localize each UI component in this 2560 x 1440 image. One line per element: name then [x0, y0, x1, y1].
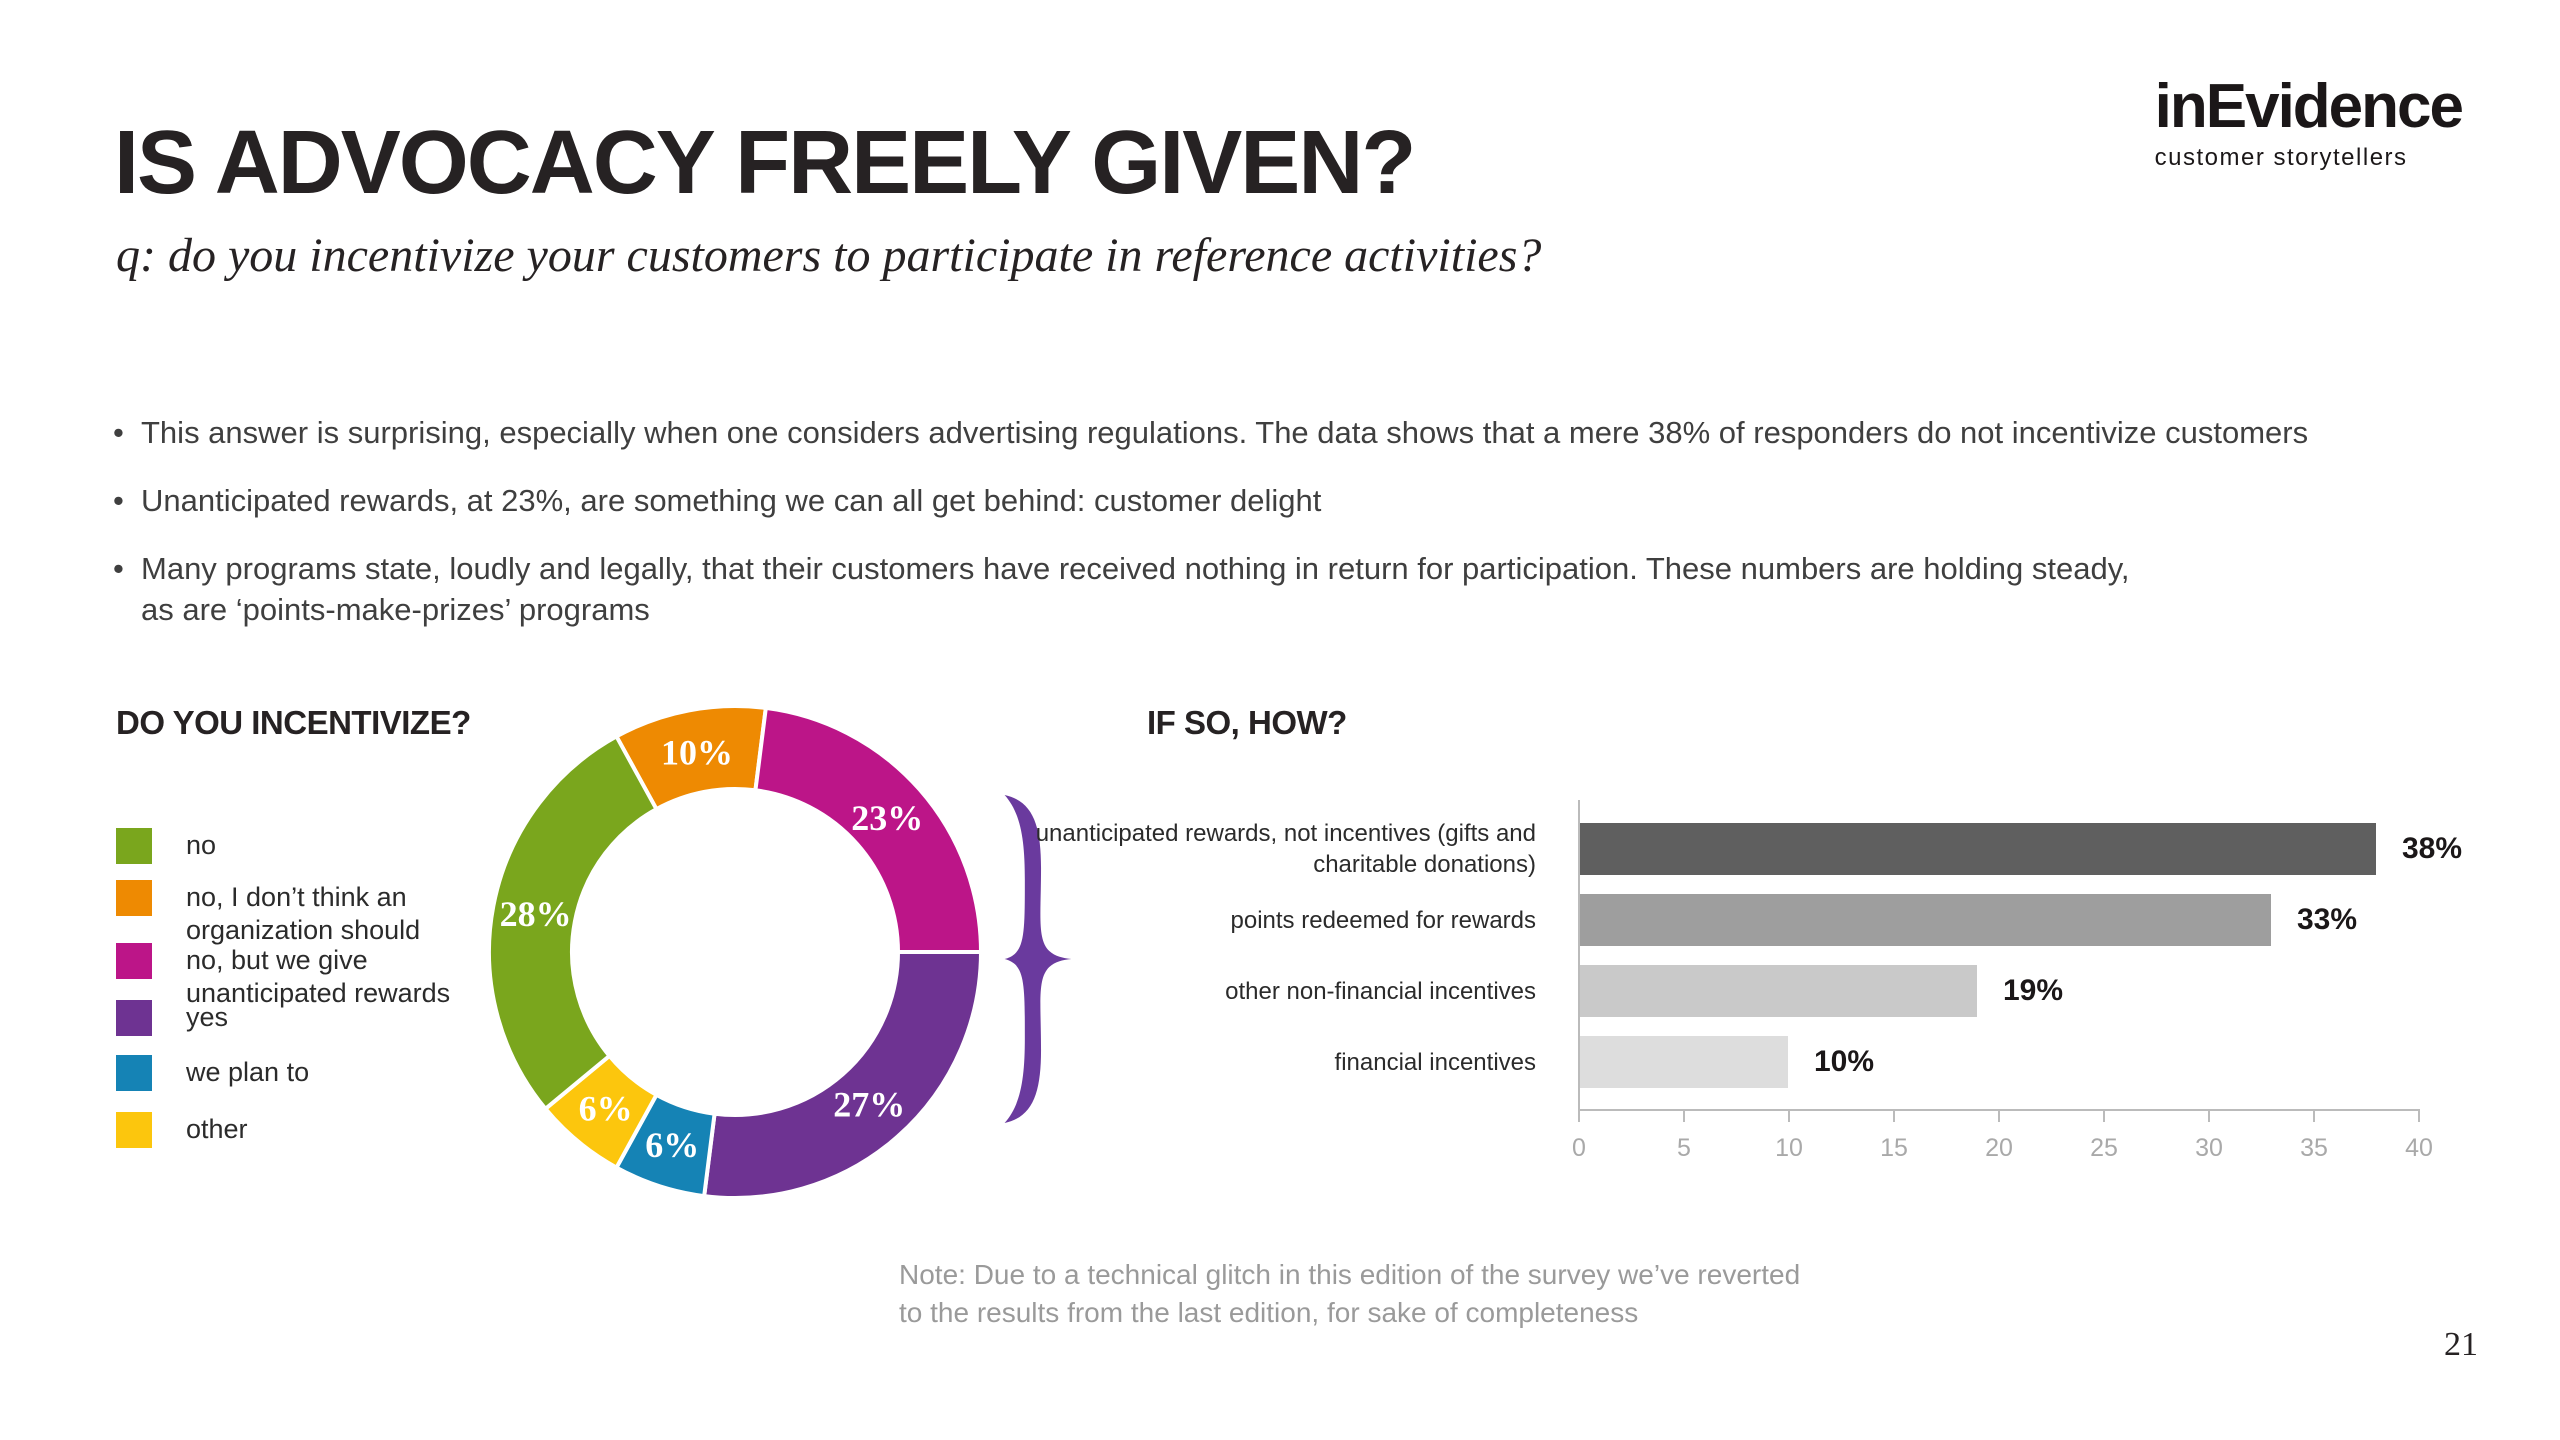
x-axis-tick-label: 40 [2405, 1134, 2433, 1162]
bar-category-label: unanticipated rewards, not incentives (g… [1035, 820, 1536, 878]
donut-slice-label: 27% [833, 1084, 905, 1124]
donut-slice [753, 705, 984, 954]
logo: inEvidence customer storytellers [2154, 72, 2464, 172]
legend-item: no, I don’t think an organization should [116, 880, 420, 947]
donut-slice [487, 733, 660, 1112]
x-axis-tick [1788, 1109, 1790, 1122]
bar [1578, 894, 2271, 946]
donut-chart: 10% 23% 27% 6% 6% 28% [487, 704, 984, 1200]
legend-item: no [116, 828, 216, 864]
x-axis-tick [1998, 1109, 2000, 1122]
x-axis-tick-label: 5 [1677, 1134, 1691, 1162]
donut-slice-label: 6% [645, 1125, 699, 1165]
y-axis-line [1578, 800, 1580, 1111]
bullet-text: Unanticipated rewards, at 23%, are somet… [141, 483, 1322, 518]
x-axis-tick [1578, 1109, 1580, 1122]
x-axis-tick-label: 10 [1775, 1134, 1803, 1162]
bar-category-label: points redeemed for rewards [1230, 906, 1536, 934]
legend-swatch [116, 828, 152, 864]
legend-item: other [116, 1112, 248, 1148]
footnote: Note: Due to a technical glitch in this … [899, 1259, 1801, 1328]
bullet-item: • This answer is surprising, especially w… [113, 412, 2373, 453]
page-subtitle: q: do you incentivize your customers to … [116, 229, 1542, 282]
bar-category-label: other non-financial incentives [1225, 977, 1536, 1005]
page-number: 21 [2444, 1326, 2478, 1363]
legend-label: we plan to [186, 1057, 310, 1087]
legend-label: other [186, 1114, 248, 1144]
legend-label: no [186, 830, 217, 860]
brace-path [1004, 795, 1072, 1123]
bar-value-label: 33% [2297, 903, 2358, 936]
donut-slice [701, 950, 984, 1200]
bar-category-label: financial incentives [1334, 1048, 1536, 1076]
bullet-list: • This answer is surprising, especially w… [113, 412, 2373, 657]
x-axis-tick-label: 15 [1880, 1134, 1908, 1162]
x-axis-tick-label: 25 [2090, 1134, 2118, 1162]
bar-value-label: 19% [2003, 974, 2064, 1007]
x-axis-tick [2103, 1109, 2105, 1122]
bullet-dot: • [113, 483, 124, 518]
bullet-text: Many programs state, loudly and legally,… [141, 551, 2130, 627]
bar-chart-title: IF SO, HOW? [1147, 704, 1347, 741]
x-axis-tick [1683, 1109, 1685, 1122]
legend-item: we plan to [116, 1055, 309, 1091]
legend-label: no, I don’t think an organization should [186, 882, 421, 945]
bar-value-label: 10% [1814, 1045, 1875, 1078]
bullet-item: • Unanticipated rewards, at 23%, are some… [113, 480, 2373, 521]
bar-value-label: 38% [2402, 832, 2463, 865]
legend-label: no, but we give unanticipated rewards [186, 945, 451, 1008]
x-axis-tick-label: 35 [2300, 1134, 2328, 1162]
page-title: IS ADVOCACY FREELY GIVEN? [114, 113, 1416, 213]
legend-swatch [116, 1000, 152, 1036]
legend-swatch [116, 1112, 152, 1148]
legend-swatch [116, 1055, 152, 1091]
bar [1578, 965, 1977, 1017]
x-axis-tick [2208, 1109, 2210, 1122]
bullet-dot: • [113, 551, 124, 586]
brace-annotation [1004, 795, 1072, 1123]
x-axis-tick-label: 0 [1572, 1134, 1586, 1162]
legend-item: yes [116, 1000, 228, 1036]
x-axis-tick-label: 20 [1985, 1134, 2013, 1162]
donut-chart-title: DO YOU INCENTIVIZE? [116, 704, 471, 741]
legend-swatch [116, 880, 152, 916]
donut-slice-label: 10% [661, 733, 733, 773]
bar [1578, 1036, 1788, 1088]
bullet-dot: • [113, 415, 124, 450]
legend-swatch [116, 943, 152, 979]
bullet-item: • Many programs state, loudly and legally… [113, 548, 2373, 630]
donut-slice-label: 28% [500, 894, 572, 934]
legend-item: no, but we give unanticipated rewards [116, 943, 450, 1010]
x-axis-tick [1893, 1109, 1895, 1122]
logo-brand: inEvidence [2154, 72, 2464, 141]
logo-tagline: customer storytellers [2154, 144, 2408, 171]
legend-label: yes [186, 1002, 229, 1032]
x-axis-tick-label: 30 [2195, 1134, 2223, 1162]
donut-slice-label: 23% [851, 798, 923, 838]
x-axis-tick [2313, 1109, 2315, 1122]
x-axis-tick [2418, 1109, 2420, 1122]
bullet-text: This answer is surprising, especially wh… [141, 415, 2309, 450]
donut-slice-label: 6% [579, 1088, 633, 1128]
bar [1578, 823, 2376, 875]
